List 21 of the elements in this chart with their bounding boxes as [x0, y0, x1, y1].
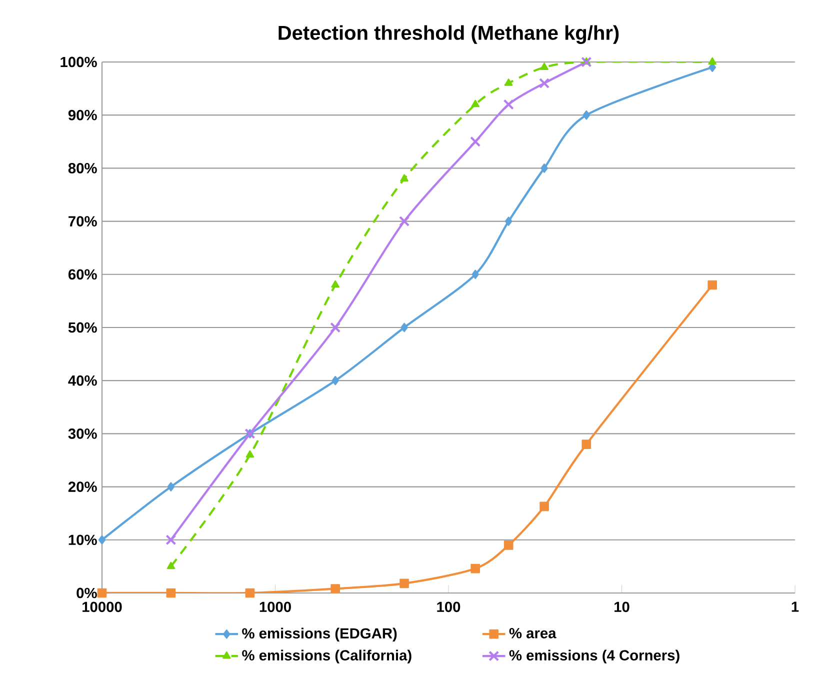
x-tick-label: 100 — [437, 602, 460, 612]
x-tick-label: 1000 — [260, 602, 291, 612]
y-tick-label: 70% — [68, 216, 97, 226]
x-tick-label: 10000 — [82, 602, 122, 612]
y-tick-label: 80% — [68, 163, 97, 174]
y-tick-label: 30% — [68, 428, 97, 439]
y-tick-label: 60% — [68, 269, 97, 280]
y-tick-label: 20% — [68, 482, 97, 492]
y-tick-label: 90% — [68, 110, 97, 120]
legend-label: % emissions (4 Corners) — [509, 650, 680, 664]
y-tick-label: 50% — [68, 322, 97, 333]
legend-label: % emissions (EDGAR) — [242, 628, 397, 642]
legend-label: % area — [509, 628, 556, 638]
chart-title: Detection threshold (Methane kg/hr) — [278, 25, 619, 44]
y-tick-label: 0% — [76, 588, 97, 598]
legend-label: % emissions (California) — [242, 650, 412, 664]
y-tick-label: 100% — [60, 56, 97, 68]
y-tick-label: 40% — [68, 375, 97, 386]
y-tick-label: 10% — [68, 534, 97, 546]
x-tick-label: 10 — [614, 602, 630, 612]
x-tick-label: 1 — [792, 602, 799, 612]
